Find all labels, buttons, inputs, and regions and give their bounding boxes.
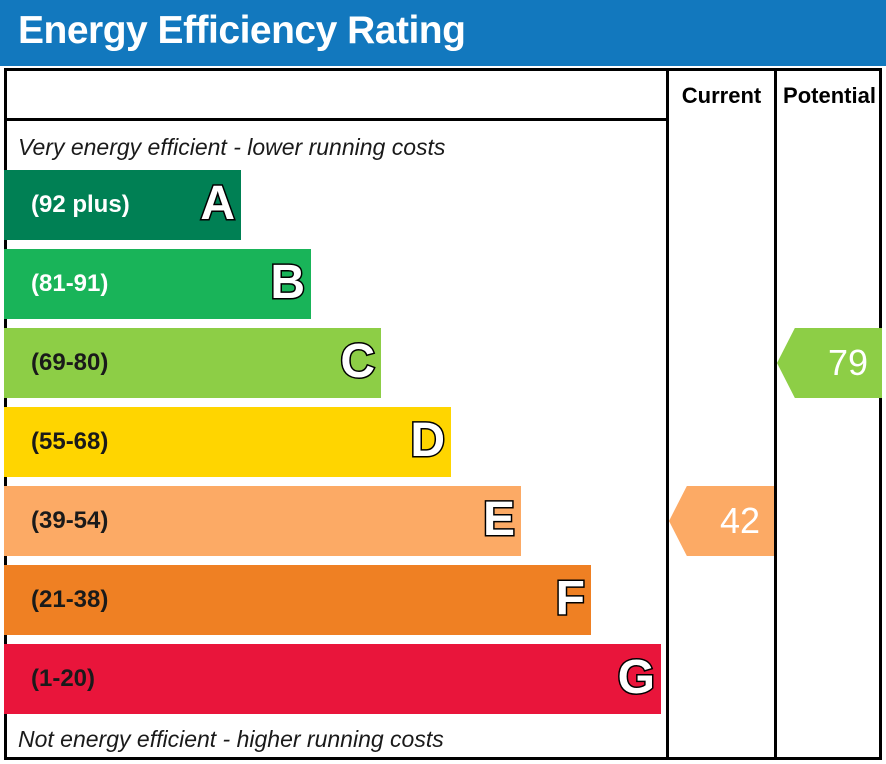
rating-value-current: 42: [719, 500, 760, 541]
column-divider-current: [666, 68, 669, 760]
page-title: Energy Efficiency Rating: [18, 9, 466, 52]
rating-arrow-current: 42: [669, 486, 774, 556]
rating-band-g: (1-20) G: [4, 644, 661, 714]
band-letter-b: B: [269, 255, 307, 311]
band-range-label: (92 plus): [31, 191, 130, 218]
rating-arrow-potential: 79: [777, 328, 882, 398]
band-range-label: (55-68): [31, 428, 109, 455]
band-range-label: (1-20): [31, 665, 96, 692]
band-range-label: (69-80): [31, 349, 109, 376]
caption-very-efficient: Very energy efficient - lower running co…: [18, 134, 446, 160]
column-divider-potential: [774, 68, 777, 760]
column-header-potential: Potential: [783, 83, 876, 108]
title-bar: Energy Efficiency Rating: [0, 0, 886, 66]
band-letter-a: A: [199, 176, 237, 232]
rating-value-potential: 79: [827, 342, 868, 383]
band-letter-g: G: [616, 650, 656, 706]
rating-band-b: (81-91) B: [4, 249, 311, 319]
rating-band-c: (69-80) C: [4, 328, 381, 398]
band-letter-d: D: [409, 413, 447, 469]
band-range-label: (81-91): [31, 270, 109, 297]
rating-band-e: (39-54) E: [4, 486, 521, 556]
band-letter-f: F: [554, 571, 586, 627]
band-range-label: (39-54): [31, 507, 109, 534]
rating-band-f: (21-38) F: [4, 565, 591, 635]
band-letter-c: C: [339, 334, 377, 390]
band-range-label: (21-38): [31, 586, 109, 613]
rating-band-a: (92 plus) A: [4, 170, 241, 240]
header-separator-rule: [4, 118, 667, 121]
rating-band-d: (55-68) D: [4, 407, 451, 477]
rating-bands: (92 plus) A (81-91) B (69-80) C (55-68) D (39-54…: [4, 170, 666, 718]
caption-not-efficient: Not energy efficient - higher running co…: [18, 726, 444, 752]
column-header-current: Current: [681, 83, 762, 108]
band-letter-e: E: [481, 492, 516, 548]
